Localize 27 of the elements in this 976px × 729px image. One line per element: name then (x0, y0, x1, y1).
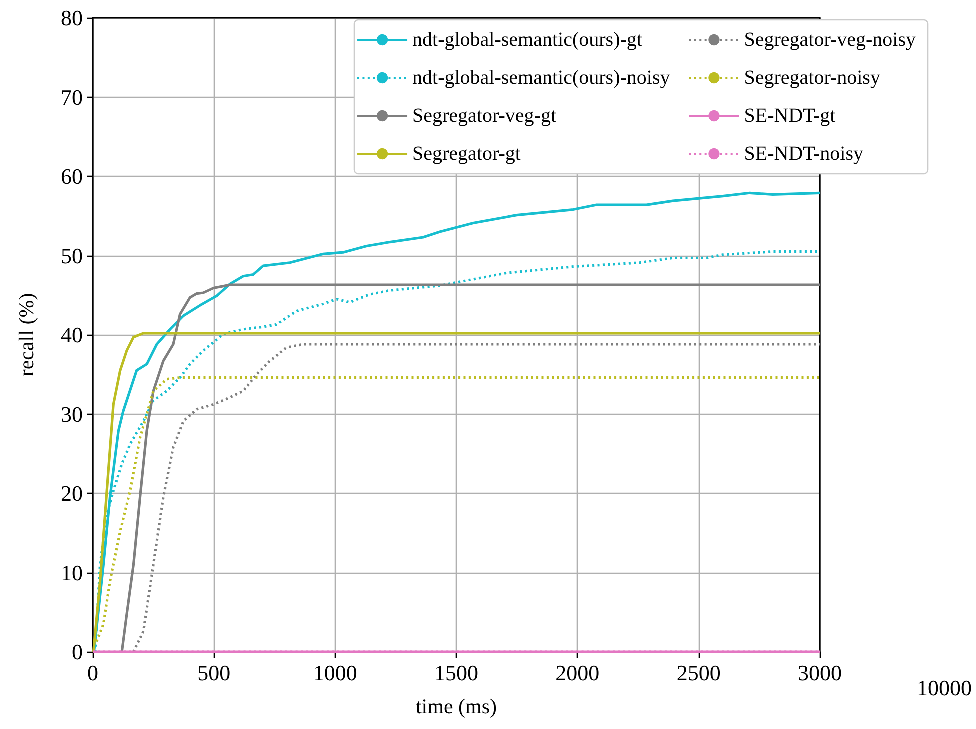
x-tick-label: 500 (198, 660, 231, 686)
x-tick-label: 0 (88, 660, 98, 686)
y-tick-label: 40 (61, 322, 83, 348)
legend-label: SE-NDT-noisy (744, 143, 864, 165)
y-tick-label: 50 (61, 243, 83, 268)
legend-label: ndt-global-semantic(ours)-gt (412, 29, 643, 51)
y-tick-label: 20 (61, 481, 83, 506)
legend-label: Segregator-veg-gt (412, 105, 557, 127)
x-tick-label: 1000 (313, 660, 358, 686)
y-tick-label: 10 (61, 560, 83, 586)
y-axis-title: recall (%) (14, 293, 38, 377)
y-tick-label: 30 (61, 402, 83, 427)
x-tick-label: 3000 (798, 660, 842, 686)
legend-label: Segregator-veg-noisy (744, 29, 916, 51)
x-tick-label: 2000 (556, 660, 600, 686)
y-tick-label: 80 (61, 6, 83, 30)
legend-label: ndt-global-semantic(ours)-noisy (412, 67, 670, 89)
x-tick-label: 2500 (676, 660, 721, 686)
text: 10000 (917, 676, 972, 700)
legend-label: SE-NDT-gt (744, 105, 836, 127)
y-tick-label: 60 (61, 164, 83, 189)
legend-label: Segregator-gt (412, 143, 522, 165)
x-axis-title: time (ms) (416, 694, 498, 718)
y-tick-label: 0 (72, 640, 83, 664)
legend-label: Segregator-noisy (744, 67, 880, 89)
x-tick-label: 1500 (434, 660, 478, 686)
y-tick-label: 70 (61, 84, 83, 110)
